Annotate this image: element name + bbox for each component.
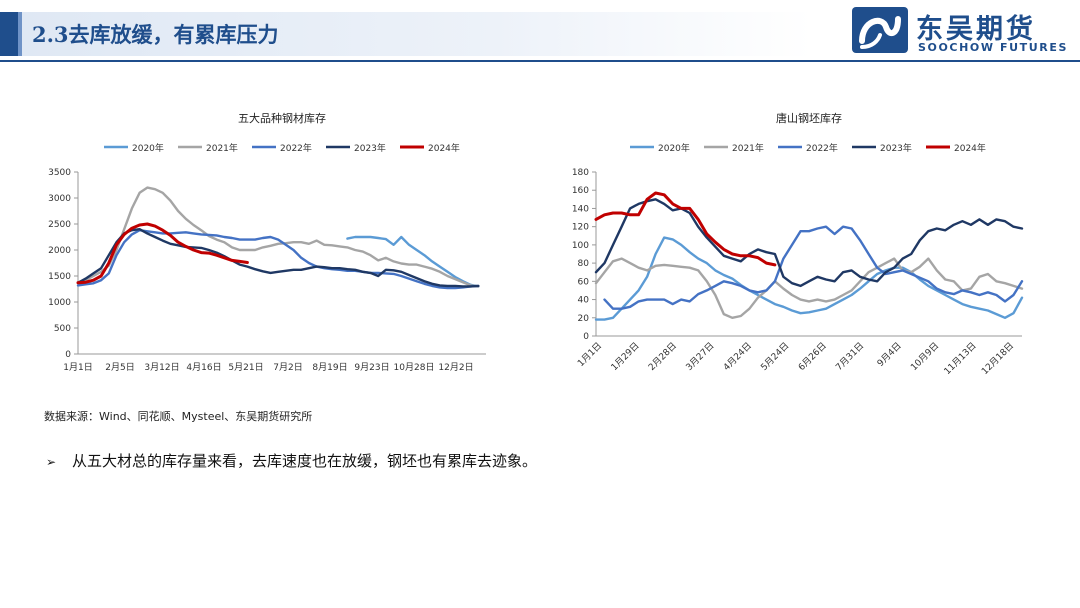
x-tick-label: 3月27日 [684,340,717,373]
header: 2.3去库放缓，有累库压力 东吴期货 SOOCHOW FUTURES [0,0,1080,64]
y-tick-label: 140 [572,204,589,214]
y-tick-label: 60 [578,277,590,287]
y-tick-label: 180 [572,168,589,178]
legend-label-2021年: 2021年 [732,142,764,154]
x-tick-label: 10月28日 [394,362,435,373]
legend-label-2022年: 2022年 [280,142,312,154]
header-band [22,12,812,56]
company-logo: 东吴期货 SOOCHOW FUTURES [852,5,1072,57]
y-tick-label: 80 [578,259,590,269]
header-accent [0,12,18,56]
series-line-2021年 [76,186,480,288]
x-tick-label: 1月29日 [609,340,642,373]
x-tick-label: 9月4日 [875,340,904,369]
header-divider [0,60,1080,62]
x-tick-label: 1月1日 [63,362,92,373]
series-line-2023年 [76,227,480,288]
y-tick-label: 40 [578,296,590,306]
series-line-2021年 [594,257,1024,320]
x-tick-label: 9月23日 [354,362,389,373]
series-line-2024年 [76,222,249,285]
y-tick-label: 0 [583,332,589,342]
legend-label-2024年: 2024年 [428,142,460,154]
chart-title: 唐山钢坯库存 [776,111,842,125]
x-tick-label: 3月12日 [144,362,179,373]
data-source-note: 数据来源：Wind、同花顺、Mysteel、东吴期货研究所 [44,410,313,423]
legend-label-2023年: 2023年 [880,142,912,154]
y-tick-label: 2500 [48,220,71,230]
five-steel-inventory-chart: 五大品种钢材库存 2020年 2021年 2022年 2023年 2024年 0 500 100… [48,111,486,373]
x-tick-label: 6月26日 [796,340,829,373]
header-accent-stripe [18,12,22,56]
bullet-arrow-icon: ➢ [46,455,57,469]
y-tick-label: 3000 [48,194,71,204]
series-line-2024年 [594,191,777,267]
legend-label-2024年: 2024年 [954,142,986,154]
page-title: 2.3去库放缓，有累库压力 [32,22,279,47]
x-tick-label: 2月5日 [105,362,134,373]
y-tick-label: 1500 [48,272,71,282]
logo-name-cn: 东吴期货 [916,14,1036,45]
series-line-2020年 [594,236,1024,321]
y-tick-label: 1000 [48,298,71,308]
summary-text: 从五大材总的库存量来看，去库速度也在放缓，钢坯也有累库去迹象。 [72,452,538,470]
legend-label-2023年: 2023年 [354,142,386,154]
y-tick-label: 500 [54,324,71,334]
y-tick-label: 160 [572,186,589,196]
x-tick-label: 12月18日 [979,340,1016,377]
y-tick-label: 0 [65,350,71,360]
x-tick-label: 7月2日 [273,362,302,373]
series-line-2023年 [594,198,1024,288]
x-tick-label: 10月9日 [909,340,942,373]
x-tick-label: 2月28日 [646,340,679,373]
x-tick-label: 4月16日 [186,362,221,373]
chart-title: 五大品种钢材库存 [238,111,326,125]
x-tick-label: 7月31日 [834,340,867,373]
x-tick-label: 12月2日 [438,362,473,373]
x-tick-label: 5月21日 [228,362,263,373]
y-tick-label: 120 [572,223,589,233]
tangshan-billet-inventory-chart: 唐山钢坯库存 2020年 2021年 2022年 2023年 2024年 0 20 40 60 80… [572,111,1024,377]
series-line-2020年 [346,235,480,288]
x-tick-label: 1月1日 [576,340,605,369]
y-tick-label: 100 [572,241,589,251]
series-line-2022年 [603,225,1024,310]
y-tick-label: 2000 [48,246,71,256]
summary-bullet: ➢ 从五大材总的库存量来看，去库速度也在放缓，钢坯也有累库去迹象。 [46,450,537,471]
y-tick-label: 3500 [48,168,71,178]
legend-label-2022年: 2022年 [806,142,838,154]
x-tick-label: 11月13日 [942,340,979,377]
soochow-logo-icon [852,7,908,53]
legend-label-2020年: 2020年 [658,142,690,154]
legend-label-2021年: 2021年 [206,142,238,154]
legend-label-2020年: 2020年 [132,142,164,154]
logo-name-en: SOOCHOW FUTURES [918,41,1069,54]
x-tick-label: 8月19日 [312,362,347,373]
x-tick-label: 4月24日 [721,340,754,373]
x-tick-label: 5月24日 [759,340,792,373]
y-tick-label: 20 [578,314,590,324]
